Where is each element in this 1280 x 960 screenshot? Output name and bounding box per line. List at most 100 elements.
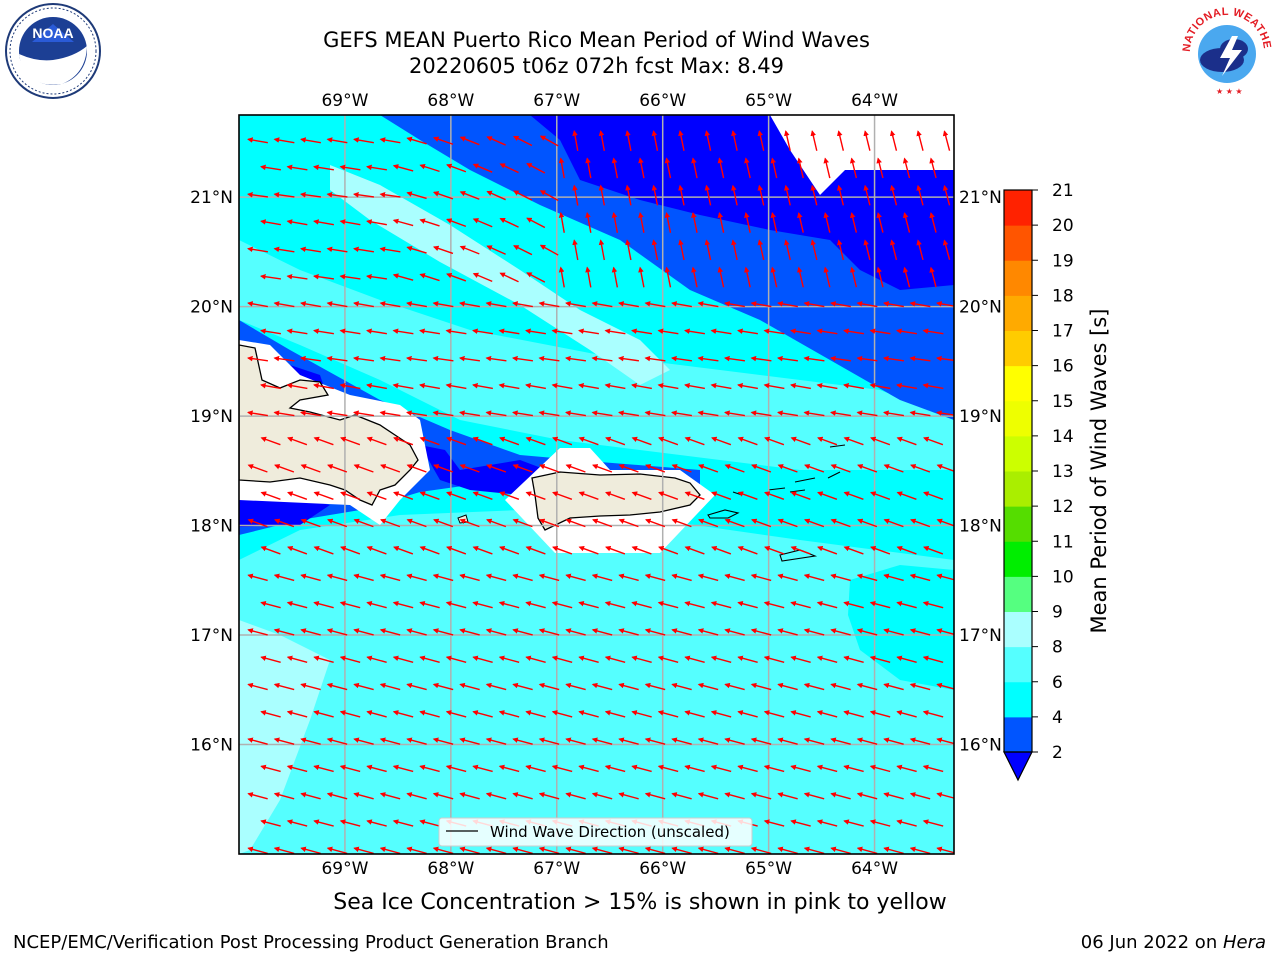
wind-wave-arrow <box>591 410 613 417</box>
wind-wave-arrow <box>445 328 467 335</box>
map-plot-area: Wind Wave Direction (unscaled) <box>239 115 954 854</box>
wind-wave-arrow <box>564 355 587 362</box>
wind-wave-arrow <box>538 628 560 636</box>
wind-wave-arrow <box>406 846 427 854</box>
colorbar-tick-label: 15 <box>1052 392 1074 412</box>
wind-wave-arrow <box>829 355 852 362</box>
wind-wave-arrow <box>763 819 785 827</box>
wind-wave-arrow <box>849 157 858 179</box>
colorbar-tick-label: 21 <box>1052 181 1074 201</box>
wind-wave-arrow <box>671 464 692 473</box>
wind-wave-arrow <box>922 600 944 609</box>
wind-wave-arrow <box>922 764 944 773</box>
wind-wave-arrow <box>326 301 348 308</box>
wind-wave-arrow <box>803 410 825 417</box>
wind-wave-arrow <box>286 655 308 663</box>
wind-wave-arrow <box>379 192 401 198</box>
wind-wave-arrow <box>896 819 917 827</box>
wind-wave-arrow <box>379 628 401 636</box>
colorbar-tick-label: 9 <box>1052 603 1063 623</box>
wind-wave-arrow <box>366 710 387 718</box>
lon-tick-label-bottom: 65°W <box>745 859 792 879</box>
wind-wave-arrow <box>651 130 659 151</box>
wind-wave-arrow <box>485 573 507 582</box>
wind-wave-arrow <box>592 518 613 528</box>
wind-wave-arrow <box>498 655 520 663</box>
map-frame <box>238 114 955 855</box>
wind-wave-arrow <box>843 436 864 446</box>
wind-wave-arrow <box>644 737 666 745</box>
wind-wave-arrow <box>684 491 705 500</box>
wind-wave-arrow <box>246 192 269 198</box>
colorbar-segment <box>1004 541 1032 577</box>
wind-wave-arrow <box>286 710 308 718</box>
colorbar-segment <box>1004 611 1032 648</box>
wind-wave-arrow <box>526 272 546 283</box>
wind-wave-arrow <box>486 190 506 201</box>
wind-wave-arrow <box>433 518 454 528</box>
wind-wave-arrow <box>538 410 560 417</box>
contour-4-6-islands <box>239 320 954 560</box>
wind-wave-arrow <box>552 491 573 500</box>
wind-wave-arrow <box>565 518 586 528</box>
wind-wave-arrow <box>922 655 944 663</box>
wind-wave-arrow <box>273 792 295 800</box>
wind-wave-arrow <box>578 545 599 555</box>
wind-wave-arrow <box>710 764 732 773</box>
wind-wave-arrow <box>538 355 560 362</box>
lat-tick-label-left: 16°N <box>190 736 233 756</box>
colorbar-tick-label: 12 <box>1052 497 1074 517</box>
wind-wave-arrow <box>379 246 401 253</box>
wind-wave-arrow <box>419 273 440 282</box>
wind-wave-arrow <box>313 655 334 663</box>
wind-wave-arrow <box>883 301 904 308</box>
wind-wave-arrow <box>300 137 321 144</box>
wind-wave-arrow <box>704 184 712 206</box>
wind-wave-arrow <box>538 573 560 582</box>
wind-wave-arrow <box>591 301 613 308</box>
wind-wave-arrow <box>472 272 493 283</box>
wind-wave-arrow <box>459 518 480 528</box>
wind-wave-arrow <box>326 682 348 691</box>
wind-wave-arrow <box>790 764 811 773</box>
wind-wave-arrow <box>273 410 295 417</box>
wind-wave-arrow <box>445 600 467 609</box>
wind-wave-arrow <box>472 436 493 446</box>
wind-wave-arrow <box>525 382 546 390</box>
wind-wave-arrow <box>432 410 454 417</box>
wind-wave-arrow <box>380 518 401 528</box>
colorbar-segment <box>1004 646 1032 683</box>
wind-wave-arrow <box>260 764 281 773</box>
wind-wave-arrow <box>717 266 725 288</box>
wind-wave-arrow <box>830 573 851 582</box>
map-title-line2: 20220605 t06z 072h fcst Max: 8.49 <box>409 54 784 78</box>
wind-wave-arrow <box>816 655 838 663</box>
wind-wave-arrow <box>724 573 745 582</box>
wind-wave-arrow <box>710 655 732 663</box>
wind-wave-arrow <box>379 846 401 854</box>
wind-wave-arrow <box>691 212 698 233</box>
wind-wave-arrow <box>631 655 652 663</box>
wind-wave-arrow <box>744 266 751 288</box>
wind-wave-arrow <box>432 573 454 582</box>
colorbar-tick-label: 18 <box>1052 286 1074 306</box>
wind-wave-arrow <box>784 184 791 206</box>
wind-wave-arrow <box>585 211 592 233</box>
wind-wave-arrow <box>631 491 652 500</box>
wind-wave-arrow <box>816 600 838 609</box>
wind-wave-arrow <box>578 764 599 773</box>
wind-wave-arrow <box>684 545 705 555</box>
wind-wave-arrow <box>684 710 705 718</box>
wind-wave-arrow <box>572 184 579 206</box>
wind-wave-arrow <box>697 410 719 417</box>
wind-wave-arrow <box>339 655 361 663</box>
wind-wave-arrow <box>803 737 825 745</box>
wind-wave-arrow <box>671 682 692 691</box>
wind-wave-arrow <box>499 272 519 283</box>
wind-wave-arrow <box>525 710 546 718</box>
wind-wave-arrow <box>247 846 268 854</box>
wind-wave-arrow <box>823 266 831 288</box>
wind-wave-arrow <box>353 682 374 691</box>
wind-wave-arrow <box>737 328 758 335</box>
wind-wave-arrow <box>299 192 322 198</box>
